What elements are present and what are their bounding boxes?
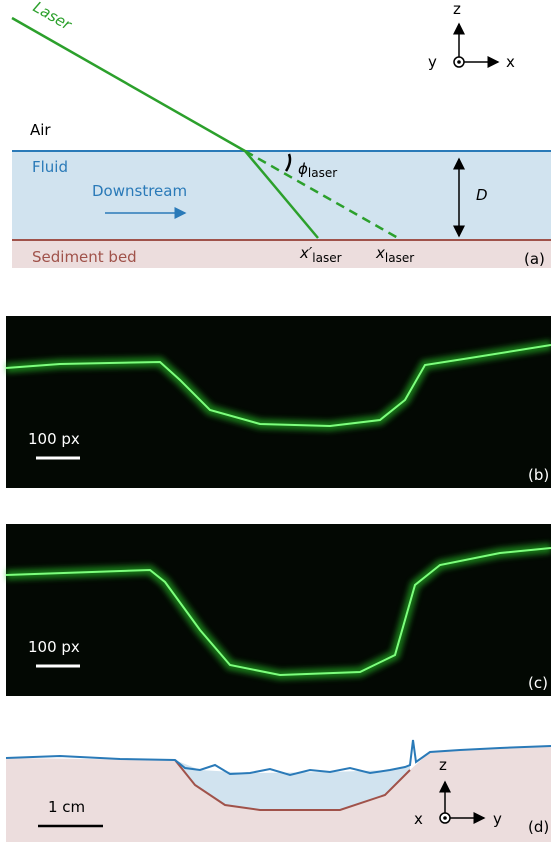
fluid-area (175, 760, 410, 810)
downstream-label: Downstream (92, 182, 187, 200)
panel-a: Laser Air Fluid Downstream Sediment bed … (11, 0, 551, 268)
panel-label: (b) (528, 466, 549, 484)
x-subscript: laser (385, 251, 414, 265)
z-label: z (439, 756, 447, 774)
laser-line (5, 547, 551, 677)
sediment-layer (12, 240, 551, 268)
scale-label: 100 px (28, 638, 80, 656)
angle-arc (284, 153, 292, 172)
surface-profile (5, 739, 551, 777)
sediment-area (6, 746, 551, 842)
air-label: Air (30, 121, 51, 139)
panel-label: (d) (528, 818, 549, 836)
laser-line (5, 344, 551, 428)
scale-label: 100 px (28, 430, 80, 448)
panel-d: 1 cm z y x (d) (5, 739, 551, 842)
laser-label: Laser (30, 0, 75, 34)
z-label: z (453, 0, 461, 18)
x-prime-label: x′laser (299, 244, 342, 265)
image-background (6, 524, 551, 696)
y-label: y (428, 53, 437, 71)
image-background (6, 316, 551, 488)
x-axis-label: x (506, 53, 515, 71)
phi-symbol: ϕ (298, 160, 308, 178)
x-prime-symbol: x′ (299, 244, 313, 262)
y-axis-dot (457, 60, 461, 64)
phi-subscript: laser (308, 166, 337, 180)
x-label: xlaser (375, 244, 414, 265)
panel-label: (a) (524, 250, 545, 268)
refracted-beam (244, 150, 319, 239)
x-symbol: x (375, 244, 385, 262)
panel-b: 100 px (b) (5, 316, 551, 488)
phi-label: ϕlaser (298, 160, 337, 180)
bed-profile (174, 759, 411, 811)
panel-label: (c) (528, 674, 548, 692)
laser-beam (11, 16, 246, 153)
fluid-label: Fluid (32, 158, 68, 176)
x-axis-dot (443, 816, 447, 820)
scale-label: 1 cm (48, 798, 85, 816)
depth-label: D (476, 186, 488, 204)
panel-c: 100 px (c) (5, 524, 551, 696)
x-axis-label: x (414, 810, 423, 828)
x-prime-subscript: laser (312, 251, 341, 265)
y-label: y (493, 810, 502, 828)
sediment-label: Sediment bed (32, 248, 137, 266)
